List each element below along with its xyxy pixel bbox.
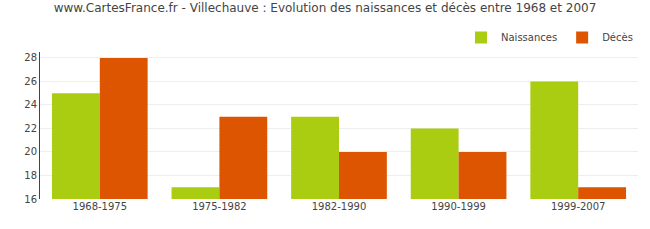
svg-text:18: 18: [24, 170, 37, 181]
svg-text:1999-2007: 1999-2007: [551, 201, 606, 212]
svg-text:28: 28: [24, 52, 37, 63]
svg-text:1968-1975: 1968-1975: [73, 201, 128, 212]
svg-text:www.CartesFrance.fr - Villecha: www.CartesFrance.fr - Villechauve : Evol…: [54, 1, 597, 15]
svg-text:1990-1999: 1990-1999: [431, 201, 486, 212]
svg-text:1982-1990: 1982-1990: [312, 201, 367, 212]
svg-text:20: 20: [24, 146, 37, 157]
svg-text:24: 24: [24, 99, 37, 110]
svg-text:26: 26: [24, 76, 37, 87]
svg-text:Décès: Décès: [602, 32, 633, 43]
svg-text:22: 22: [24, 123, 37, 134]
svg-text:16: 16: [24, 194, 37, 205]
svg-text:1975-1982: 1975-1982: [192, 201, 247, 212]
svg-text:Naissances: Naissances: [501, 32, 557, 43]
